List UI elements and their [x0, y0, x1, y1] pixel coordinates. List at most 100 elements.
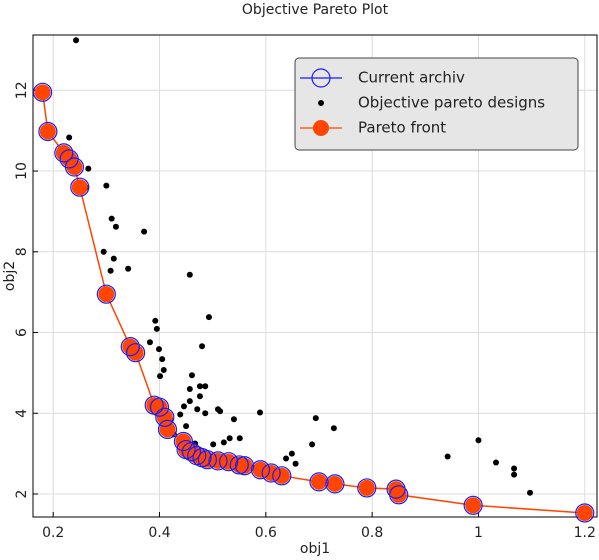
x-tick-label: 0.6 [255, 525, 277, 541]
point [197, 450, 217, 470]
point [186, 386, 193, 393]
point [236, 457, 253, 474]
point [463, 495, 483, 515]
point [202, 410, 209, 417]
point [229, 455, 249, 475]
point [465, 497, 482, 514]
point [205, 314, 212, 321]
point [283, 455, 290, 462]
point [312, 415, 319, 422]
point [272, 466, 292, 486]
point [107, 267, 114, 274]
point [38, 121, 58, 142]
point [177, 411, 184, 418]
point [208, 451, 228, 471]
point [66, 159, 83, 176]
point [146, 339, 153, 346]
legend-symbol [311, 68, 331, 88]
point [326, 475, 343, 492]
point [160, 367, 167, 374]
point [390, 486, 407, 503]
point [230, 416, 237, 423]
point [261, 463, 281, 483]
point [325, 474, 345, 494]
point [141, 228, 148, 235]
point [475, 437, 482, 444]
legend-label: Pareto front [358, 119, 446, 137]
point [110, 255, 117, 262]
point [112, 223, 119, 230]
point [292, 460, 299, 467]
legend-box [294, 57, 579, 151]
point [214, 406, 221, 413]
point [575, 503, 595, 523]
point [358, 479, 375, 496]
point [34, 84, 51, 101]
point [202, 383, 209, 390]
x-tick-label: 0.8 [361, 525, 383, 541]
point [226, 435, 233, 442]
y-tick-label: 4 [14, 409, 30, 418]
point [70, 177, 90, 197]
point [389, 485, 409, 505]
point [155, 346, 162, 353]
x-tick-label: 1 [474, 525, 483, 541]
point [71, 179, 88, 196]
point [152, 317, 159, 324]
point [159, 421, 176, 438]
point [32, 82, 53, 102]
point [64, 157, 85, 177]
point [181, 442, 202, 462]
point [125, 343, 146, 363]
point [511, 471, 518, 478]
x-tick-label: 0.2 [42, 525, 64, 541]
point [180, 403, 187, 410]
y-tick-label: 10 [14, 162, 30, 180]
point [196, 393, 203, 400]
point [444, 453, 451, 460]
point [186, 271, 193, 278]
point [159, 356, 166, 363]
x-tick-label: 0.4 [148, 525, 170, 541]
point [357, 478, 377, 498]
y-tick-label: 8 [14, 247, 30, 256]
y-tick-label: 2 [14, 490, 30, 499]
point [157, 419, 178, 440]
legend-label: Objective pareto designs [358, 94, 545, 112]
point [127, 344, 144, 361]
y-tick-label: 12 [14, 81, 30, 99]
point [493, 459, 500, 466]
point [219, 452, 239, 472]
point [153, 325, 160, 332]
point [273, 467, 290, 484]
point [576, 504, 593, 521]
legend-symbol [318, 100, 324, 106]
point [236, 435, 243, 442]
point [66, 134, 73, 141]
point [194, 406, 201, 413]
point [234, 456, 255, 476]
point [120, 337, 140, 357]
y-axis-label: obj2 [2, 261, 18, 291]
point [125, 265, 132, 272]
point [288, 450, 295, 457]
point [256, 409, 263, 416]
legend: Current archiv Objective pareto designs Pa… [294, 57, 579, 151]
point [85, 165, 92, 172]
point [188, 372, 195, 379]
point [149, 397, 170, 417]
point [103, 182, 110, 189]
chart-title: Objective Pareto Plot [242, 2, 389, 18]
point [98, 286, 115, 303]
point [173, 431, 194, 452]
point [39, 123, 56, 140]
point [183, 423, 190, 430]
legend-label: Current archiv [358, 69, 465, 87]
point [309, 472, 329, 492]
point [155, 407, 175, 427]
point [210, 441, 217, 448]
point [100, 248, 107, 255]
point [186, 398, 193, 405]
